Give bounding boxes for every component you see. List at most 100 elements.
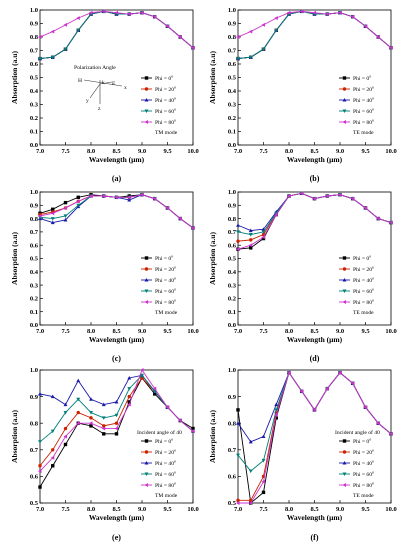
y-tick-label: 1.0	[228, 367, 236, 374]
y-tick-label: 1.0	[30, 7, 38, 14]
data-point	[89, 411, 93, 415]
data-point	[63, 206, 68, 210]
data-point	[76, 199, 80, 204]
y-tick-label: 0.9	[228, 21, 237, 28]
data-point	[37, 213, 42, 218]
data-point	[261, 434, 266, 439]
data-point	[76, 378, 81, 383]
x-axis-label: Wavelength (μm)	[89, 155, 145, 164]
data-point	[236, 408, 240, 412]
legend-marker	[144, 483, 149, 487]
data-point	[38, 391, 42, 396]
data-point	[274, 413, 278, 418]
y-tick-label: 0.1	[228, 309, 236, 316]
data-point	[261, 490, 266, 495]
data-point	[37, 469, 42, 474]
x-tick-label: 7.0	[36, 506, 44, 513]
x-tick-label: 9.0	[138, 328, 146, 335]
series-line	[39, 194, 194, 229]
data-point	[236, 223, 240, 227]
y-tick-label: 0.0	[30, 322, 38, 329]
data-point	[363, 405, 368, 410]
legend-marker	[342, 97, 347, 102]
legend-marker	[144, 460, 149, 465]
y-tick-label: 0.4	[30, 88, 39, 95]
x-tick-label: 9.5	[163, 148, 172, 155]
y-tick-label: 0.1	[228, 129, 236, 136]
x-tick-label: 9.5	[361, 328, 370, 335]
data-point	[114, 426, 119, 431]
panel-label: (d)	[310, 354, 320, 363]
series-line	[237, 10, 392, 60]
data-point	[235, 247, 240, 252]
x-tick-label: 7.0	[234, 148, 242, 155]
data-point	[114, 432, 119, 436]
data-point	[376, 216, 380, 221]
data-point	[165, 206, 170, 210]
y-tick-label: 0.9	[228, 203, 237, 210]
series-line	[39, 10, 194, 60]
legend-entry: Phi = 0o	[353, 437, 371, 446]
data-point	[312, 407, 317, 412]
legend-marker	[342, 277, 347, 282]
x-tick-label: 8.0	[87, 328, 95, 335]
legend-marker	[144, 289, 149, 294]
data-point	[139, 10, 144, 15]
data-point	[101, 426, 106, 431]
data-point	[274, 16, 278, 21]
y-tick-label: 0.6	[228, 474, 237, 481]
x-tick-label: 8.0	[285, 328, 293, 335]
x-tick-label: 9.5	[361, 506, 370, 513]
x-tick-label: 9.0	[336, 506, 344, 513]
legend-entry: Phi = 0o	[155, 74, 173, 83]
data-point	[50, 211, 55, 216]
data-point	[51, 448, 55, 452]
data-point	[165, 24, 170, 29]
axis-letter-h: H	[78, 78, 82, 84]
mode-label: TE mode	[353, 493, 374, 499]
data-point	[299, 191, 304, 196]
series-line	[39, 10, 194, 60]
series-line	[237, 192, 392, 250]
data-point	[38, 57, 42, 61]
data-point	[178, 216, 182, 221]
data-point	[350, 14, 355, 19]
x-tick-label: 8.0	[285, 506, 293, 513]
y-tick-label: 1.0	[30, 367, 38, 374]
data-point	[325, 12, 329, 17]
legend-marker	[144, 439, 149, 443]
y-tick-label: 0.5	[228, 75, 237, 82]
legend-entry: Phi = 80o	[353, 298, 374, 307]
data-point	[127, 387, 132, 391]
data-point	[235, 501, 240, 505]
chart-panel: 7.0 7.5 8.0 8.5 9.0 9.5 10.0 0.5 0.6 0.7 0.8 0.9 1.0…	[208, 367, 397, 542]
legend-marker	[144, 472, 149, 477]
y-tick-label: 0.0	[30, 142, 38, 149]
series-line	[39, 194, 194, 229]
data-point	[50, 455, 55, 460]
legend-entry: Phi = 80o	[155, 118, 176, 127]
legend-marker	[144, 76, 149, 80]
y-axis-label: Absorption (a.u)	[10, 232, 19, 285]
x-axis-label: Wavelength (μm)	[287, 335, 343, 344]
data-point	[274, 402, 279, 407]
legend-marker	[342, 87, 347, 91]
data-point	[337, 192, 342, 197]
x-tick-label: 9.5	[163, 506, 172, 513]
data-point	[50, 220, 55, 225]
data-point	[88, 194, 93, 198]
legend-marker	[342, 267, 347, 271]
series-line	[237, 10, 392, 60]
x-tick-label: 10.0	[187, 328, 198, 335]
y-tick-label: 0.6	[30, 61, 39, 68]
series-line	[238, 371, 392, 501]
legend-entry: Phi = 20o	[155, 85, 176, 94]
series-line	[39, 194, 194, 229]
y-axis-label: Absorption (a.u)	[208, 51, 217, 104]
series-line	[237, 371, 392, 472]
incident-angle-annotation: Incident angle of 40	[335, 429, 380, 436]
y-tick-label: 0.7	[30, 229, 39, 236]
axis-letter-x: x	[124, 85, 127, 91]
data-point	[388, 45, 393, 50]
x-tick-label: 8.0	[285, 148, 293, 155]
